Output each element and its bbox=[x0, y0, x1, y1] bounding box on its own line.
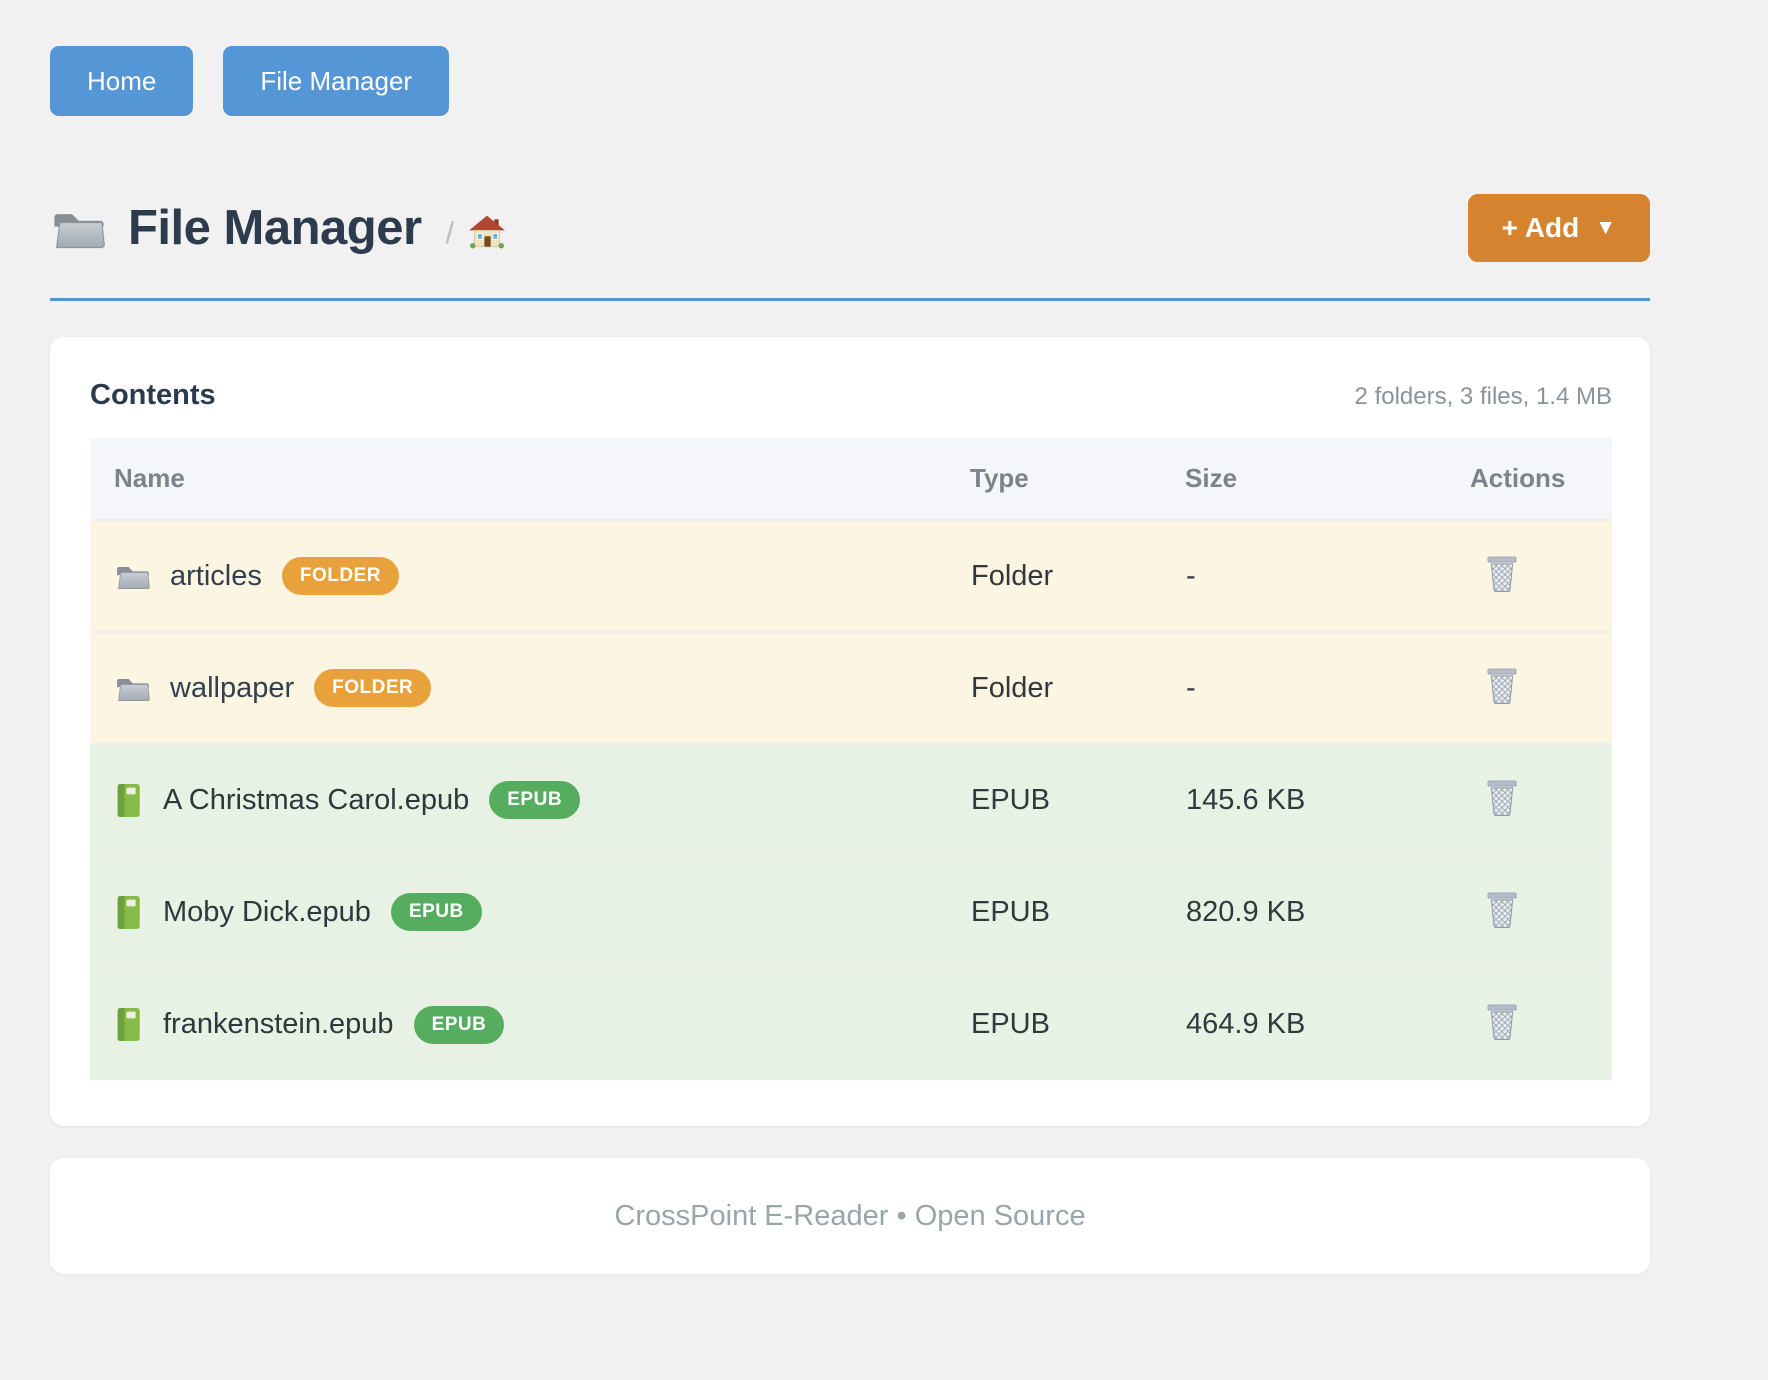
delete-button[interactable] bbox=[1484, 778, 1520, 818]
type-badge: EPUB bbox=[413, 1005, 505, 1044]
contents-summary: 2 folders, 3 files, 1.4 MB bbox=[1354, 383, 1612, 410]
size-cell: 820.9 KB bbox=[1186, 895, 1306, 928]
file-name[interactable]: Moby Dick.epub bbox=[163, 895, 371, 928]
table-row[interactable]: wallpaper FOLDER Folder - bbox=[90, 632, 1612, 744]
delete-button[interactable] bbox=[1484, 554, 1520, 594]
table-row[interactable]: frankenstein.epub EPUB EPUB 464.9 KB bbox=[90, 968, 1612, 1080]
type-badge: FOLDER bbox=[281, 557, 399, 595]
contents-title: Contents bbox=[90, 379, 216, 411]
footer: CrossPoint E-Reader • Open Source bbox=[50, 1158, 1650, 1274]
contents-card: Contents 2 folders, 3 files, 1.4 MB Name… bbox=[50, 337, 1650, 1126]
book-icon bbox=[114, 782, 145, 819]
type-cell: EPUB bbox=[971, 1008, 1050, 1040]
size-cell: - bbox=[1186, 559, 1196, 592]
contents-table: Name Type Size Actions articles FOLDER Fol… bbox=[90, 438, 1612, 1080]
table-row[interactable]: Moby Dick.epub EPUB EPUB 820.9 KB bbox=[90, 856, 1612, 968]
delete-button[interactable] bbox=[1484, 1002, 1520, 1042]
house-icon[interactable] bbox=[468, 214, 506, 250]
column-header-type: Type bbox=[970, 463, 1029, 493]
caret-down-icon: ▼ bbox=[1595, 216, 1616, 239]
trash-icon bbox=[1484, 554, 1520, 594]
page-container: Home File Manager File Manager / + Add ▼… bbox=[50, 0, 1650, 1274]
footer-text: CrossPoint E-Reader • Open Source bbox=[614, 1199, 1086, 1232]
folder-icon bbox=[114, 561, 152, 591]
breadcrumb-separator: / bbox=[445, 215, 455, 250]
column-header-actions: Actions bbox=[1470, 463, 1566, 493]
delete-button[interactable] bbox=[1484, 890, 1520, 930]
type-badge: EPUB bbox=[390, 893, 482, 931]
table-header: Name Type Size Actions bbox=[90, 438, 1612, 520]
file-name[interactable]: articles bbox=[170, 559, 262, 592]
page-title: File Manager bbox=[128, 201, 422, 255]
file-name[interactable]: frankenstein.epub bbox=[163, 1008, 394, 1040]
type-cell: EPUB bbox=[971, 783, 1050, 816]
file-name[interactable]: wallpaper bbox=[170, 671, 295, 704]
type-cell: Folder bbox=[971, 671, 1054, 704]
header-divider bbox=[50, 298, 1650, 301]
size-cell: 464.9 KB bbox=[1186, 1008, 1306, 1040]
page-header: File Manager / + Add ▼ bbox=[50, 194, 1650, 262]
contents-header: Contents 2 folders, 3 files, 1.4 MB bbox=[90, 379, 1612, 412]
add-button[interactable]: + Add ▼ bbox=[1467, 194, 1650, 262]
file-table-body: articles FOLDER Folder - wallpaper FOLDER Fold… bbox=[90, 520, 1612, 1080]
home-button[interactable]: Home bbox=[50, 46, 194, 116]
folder-icon bbox=[114, 673, 152, 703]
book-icon bbox=[114, 894, 145, 931]
column-header-name: Name bbox=[114, 463, 185, 493]
delete-button[interactable] bbox=[1484, 666, 1520, 706]
trash-icon bbox=[1484, 666, 1520, 706]
type-badge: EPUB bbox=[489, 781, 581, 819]
file-manager-button[interactable]: File Manager bbox=[223, 46, 450, 116]
book-icon bbox=[114, 1006, 145, 1043]
table-row[interactable]: A Christmas Carol.epub EPUB EPUB 145.6 KB bbox=[90, 744, 1612, 856]
trash-icon bbox=[1484, 778, 1520, 818]
top-nav: Home File Manager bbox=[50, 0, 1650, 116]
type-badge: FOLDER bbox=[314, 669, 432, 707]
trash-icon bbox=[1484, 890, 1520, 930]
add-button-label: + Add bbox=[1501, 212, 1580, 243]
type-cell: EPUB bbox=[971, 895, 1050, 928]
table-row[interactable]: articles FOLDER Folder - bbox=[90, 520, 1612, 632]
column-header-size: Size bbox=[1185, 463, 1238, 493]
type-cell: Folder bbox=[971, 559, 1054, 592]
file-name[interactable]: A Christmas Carol.epub bbox=[163, 783, 470, 816]
size-cell: 145.6 KB bbox=[1186, 783, 1306, 816]
size-cell: - bbox=[1186, 671, 1196, 704]
folder-icon bbox=[50, 204, 108, 252]
trash-icon bbox=[1484, 1002, 1520, 1042]
